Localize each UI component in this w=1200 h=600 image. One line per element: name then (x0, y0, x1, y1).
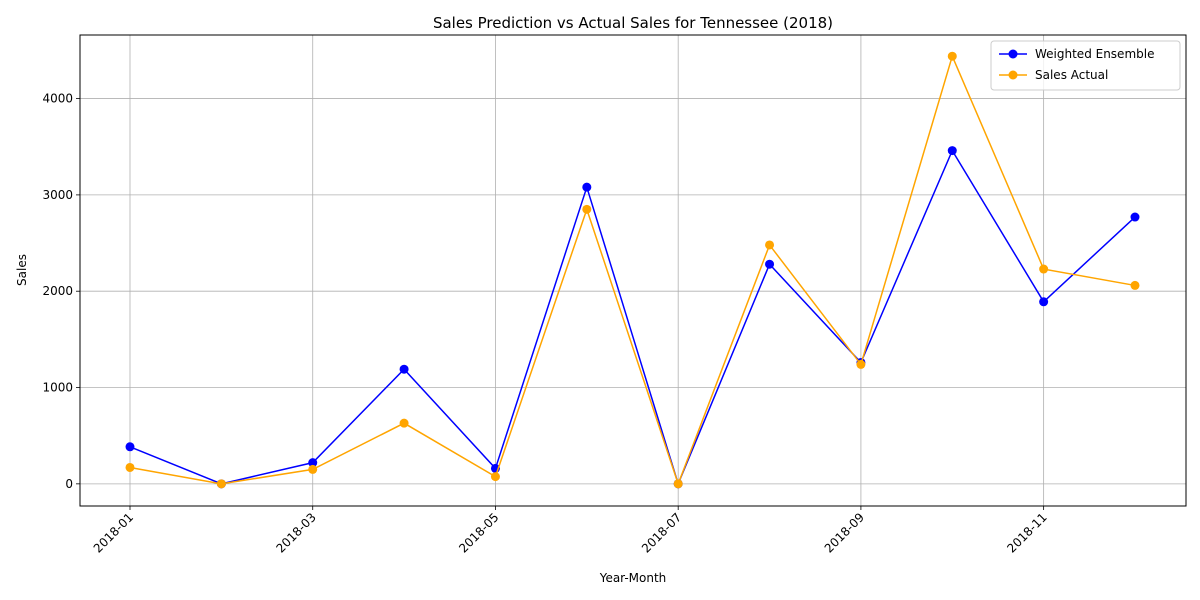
series-layer (125, 51, 1140, 489)
data-point (1130, 280, 1140, 290)
data-point (1130, 212, 1140, 222)
x-tick-label: 2018-01 (91, 510, 136, 555)
data-point (856, 359, 866, 369)
legend-item: Weighted Ensemble (999, 47, 1154, 61)
data-point (582, 204, 592, 214)
data-point (582, 182, 592, 192)
data-point (308, 464, 318, 474)
legend-label: Sales Actual (1035, 68, 1108, 82)
y-tick-label: 2000 (42, 284, 73, 298)
y-tick-label: 4000 (42, 92, 73, 106)
series-2 (125, 51, 1140, 489)
data-point (765, 259, 775, 269)
y-tick-label: 0 (65, 477, 73, 491)
legend-box (990, 40, 1181, 91)
x-tick-label: 2018-07 (639, 510, 684, 555)
data-point (765, 240, 775, 250)
x-tick-label: 2018-05 (456, 510, 501, 555)
data-point (216, 479, 226, 489)
y-tick-label: 3000 (42, 188, 73, 202)
data-point (947, 51, 957, 61)
x-tick-label: 2018-09 (822, 510, 867, 555)
data-point (490, 472, 500, 482)
data-point (947, 146, 957, 156)
plot-frame (79, 34, 1187, 507)
data-point (308, 458, 318, 468)
data-point (399, 364, 409, 374)
legend-label: Weighted Ensemble (1035, 47, 1154, 61)
y-tick-label: 1000 (42, 381, 73, 395)
series-1 (125, 146, 1140, 489)
data-point (399, 418, 409, 428)
data-point (125, 442, 135, 452)
ticks: 2018-01 2018-03 2018-05 2018-07 2018-09 2018-… (42, 92, 1049, 556)
x-tick-label: 2018-11 (1004, 510, 1049, 555)
data-point (1039, 264, 1049, 274)
data-point (125, 462, 135, 472)
data-point (673, 479, 683, 489)
x-axis-label: Year-Month (599, 571, 667, 585)
chart-title: Sales Prediction vs Actual Sales for Ten… (433, 14, 833, 32)
grid (80, 35, 1186, 506)
series-line (129, 148, 1136, 487)
y-axis-label: Sales (15, 254, 29, 286)
legend: Weighted Ensemble Sales Actual (990, 40, 1181, 91)
legend-item: Sales Actual (999, 68, 1108, 82)
legend-marker (1008, 70, 1018, 80)
data-point (1039, 297, 1049, 307)
x-tick-label: 2018-03 (273, 510, 318, 555)
series-line (129, 53, 1136, 487)
legend-marker (1008, 49, 1018, 59)
